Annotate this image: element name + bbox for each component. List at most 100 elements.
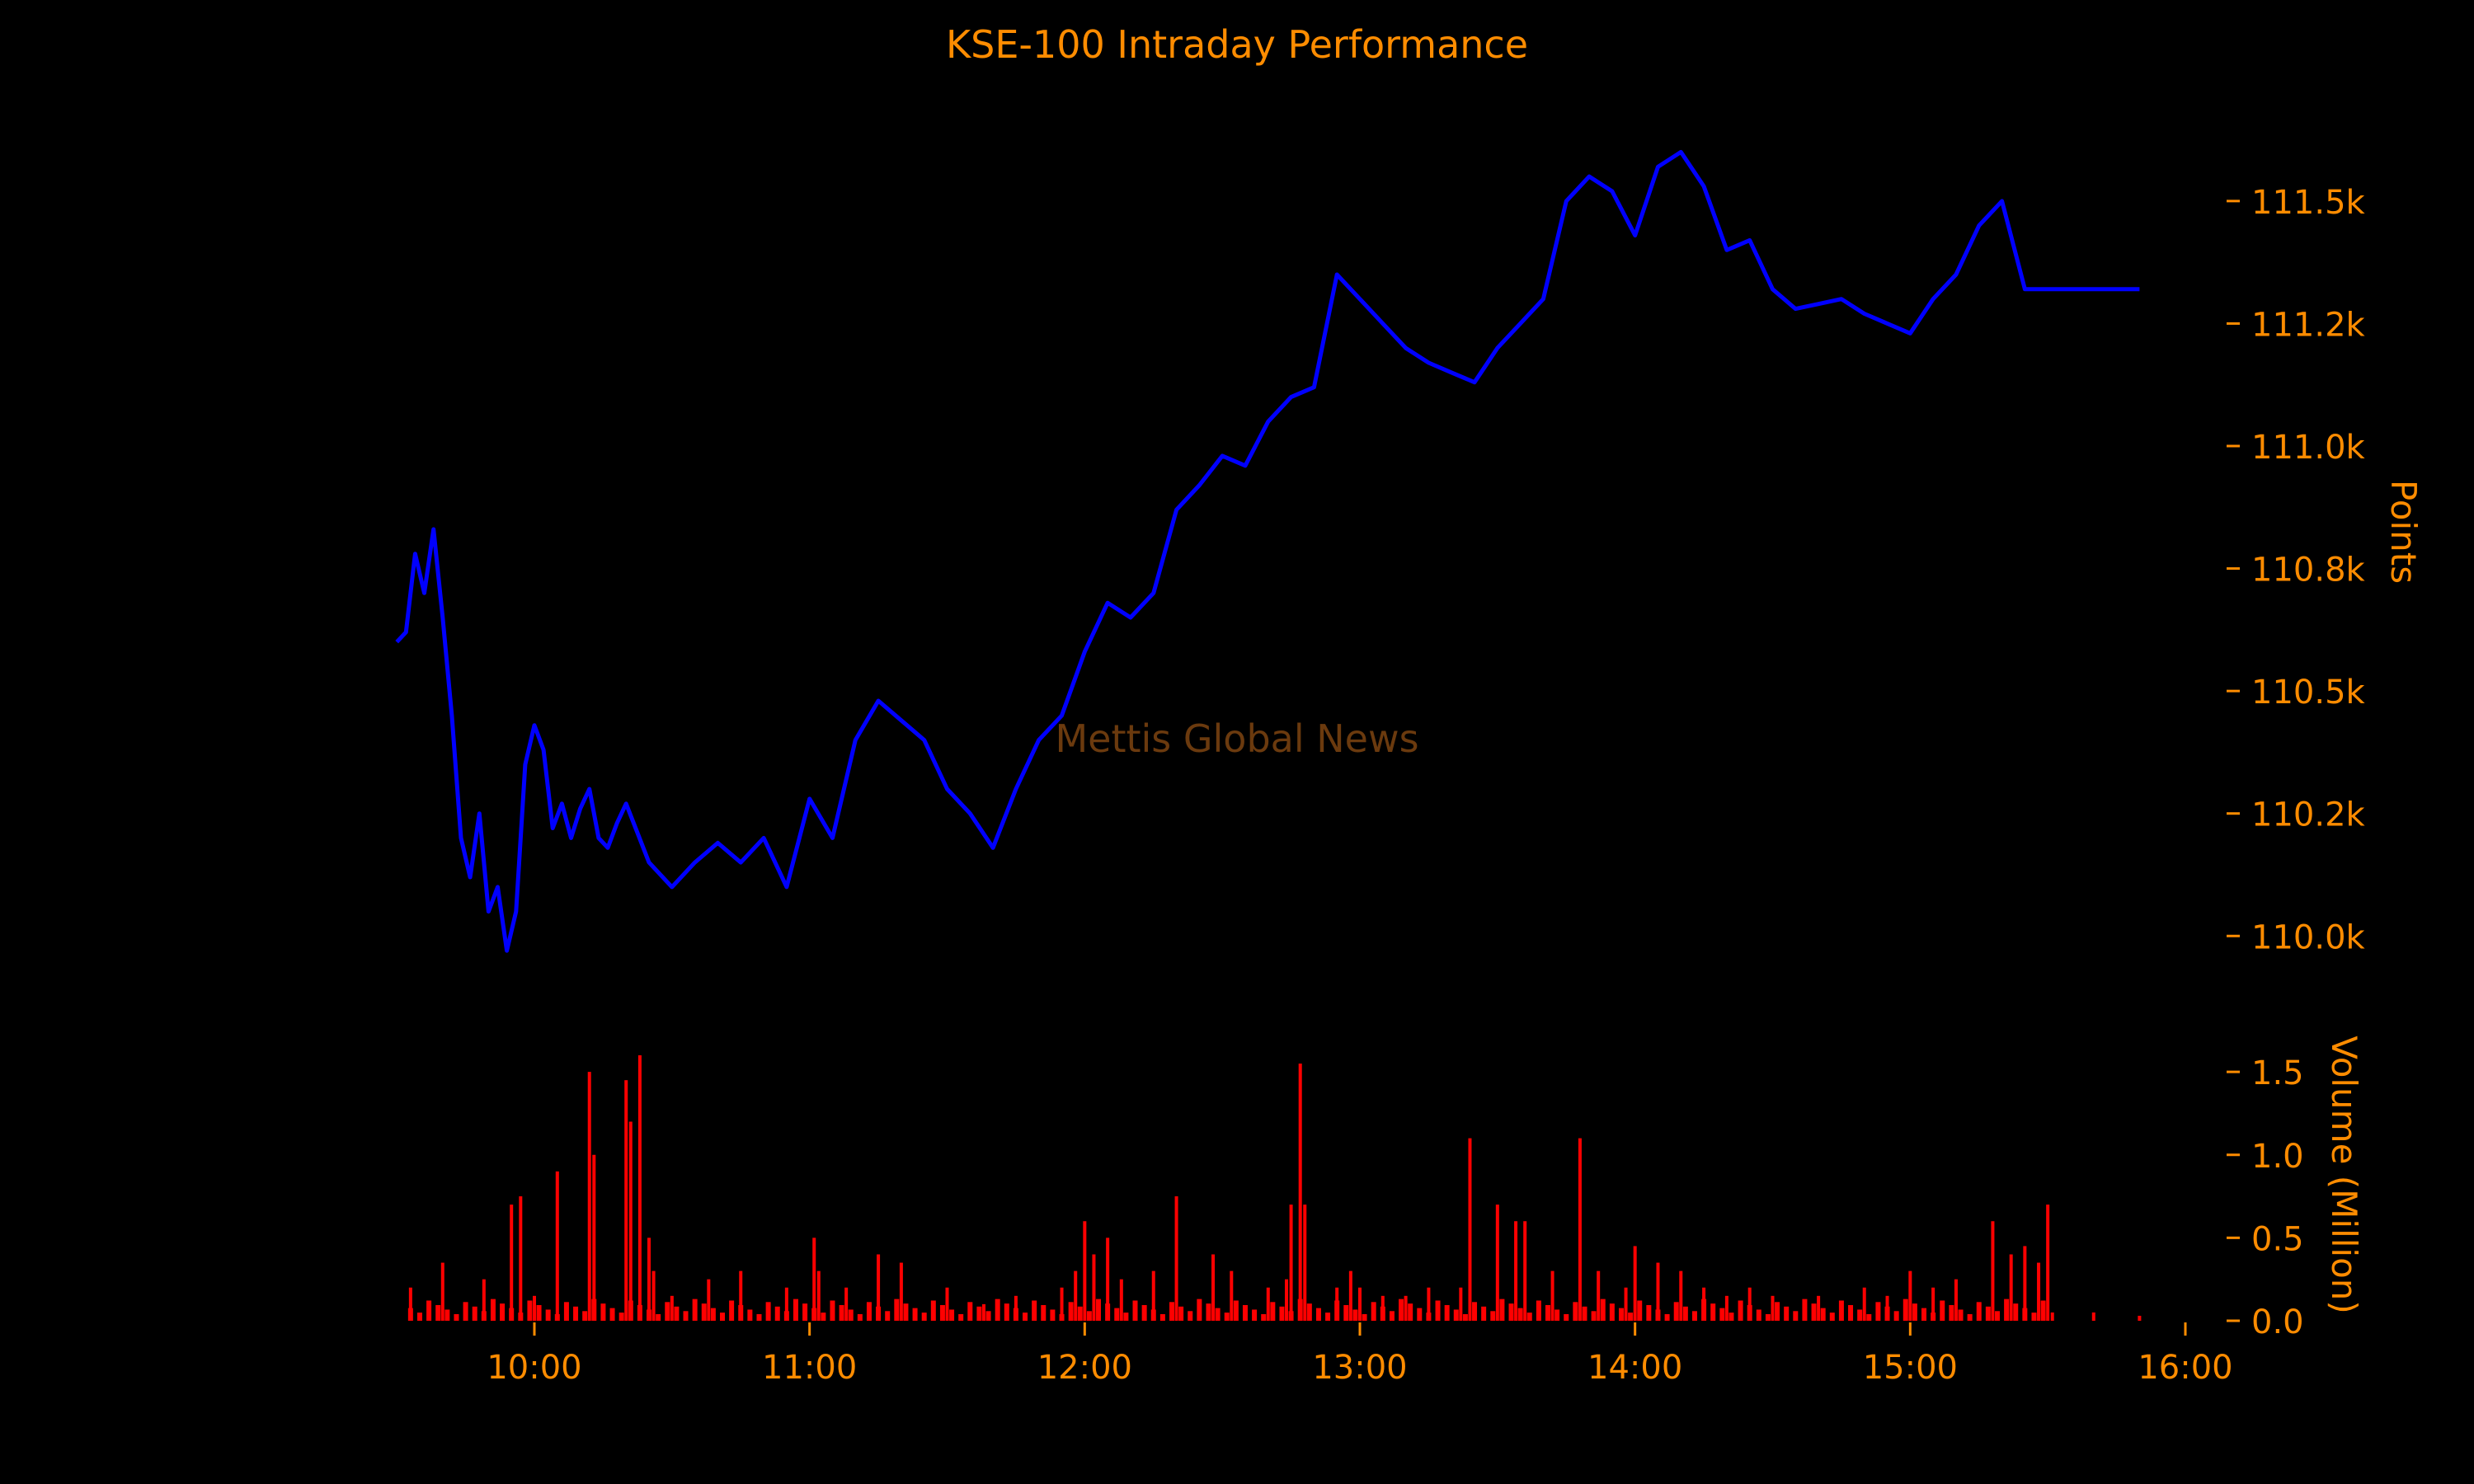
volume-bar — [1656, 1262, 1660, 1321]
volume-bar — [949, 1309, 955, 1321]
volume-bar — [783, 1311, 789, 1321]
volume-bar — [1526, 1313, 1532, 1321]
price-tick-label: 110.2k — [2251, 796, 2366, 834]
volume-bar — [739, 1270, 743, 1321]
volume-bar — [2046, 1205, 2050, 1321]
volume-bar — [1884, 1306, 1890, 1321]
volume-bar — [519, 1196, 523, 1321]
volume-bar — [1691, 1311, 1697, 1321]
volume-bar — [2023, 1246, 2027, 1321]
volume-bar — [1802, 1298, 1808, 1321]
volume-bar — [866, 1302, 872, 1321]
volume-bar — [1004, 1303, 1009, 1321]
volume-bar — [1994, 1311, 2000, 1321]
volume-bar — [899, 1262, 903, 1321]
volume-bar — [848, 1309, 854, 1321]
volume-bar — [600, 1303, 606, 1321]
volume-bar — [710, 1308, 716, 1321]
time-tick-label: 10:00 — [487, 1349, 581, 1387]
time-axis: 10:00 11:00 12:00 13:00 14:00 15:00 16:00 — [487, 1322, 2233, 1387]
volume-bar — [1230, 1270, 1234, 1321]
volume-bar — [647, 1237, 651, 1321]
volume-bar — [1931, 1313, 1936, 1321]
volume-bar — [1023, 1313, 1028, 1321]
time-tick-label: 14:00 — [1587, 1349, 1682, 1387]
volume-bar — [1664, 1313, 1670, 1321]
volume-bar — [408, 1287, 412, 1321]
price-tick-label: 111.5k — [2251, 184, 2366, 222]
volume-bar — [1628, 1313, 1634, 1321]
volume-bar — [647, 1309, 652, 1321]
volume-bar — [816, 1270, 821, 1321]
volume-bar — [1958, 1309, 1964, 1321]
volume-bar — [1893, 1311, 1899, 1321]
volume-bar — [1967, 1313, 1973, 1321]
volume-bar — [628, 1300, 633, 1321]
volume-bar — [1921, 1308, 1927, 1321]
volume-bar — [756, 1313, 762, 1321]
volume-bar — [747, 1309, 753, 1321]
volume-bar — [2031, 1313, 2037, 1321]
volume-bar — [1991, 1221, 1995, 1321]
volume-bar — [1417, 1308, 1423, 1321]
volume-bar — [784, 1287, 788, 1321]
volume-bar — [637, 1304, 642, 1321]
volume-bar — [1444, 1304, 1450, 1321]
volume-bar — [527, 1300, 533, 1321]
price-series-line — [395, 149, 2140, 953]
volume-bar — [563, 1302, 569, 1321]
volume-bar — [1041, 1304, 1047, 1321]
volume-bar — [618, 1313, 624, 1321]
volume-bar — [1453, 1309, 1459, 1321]
volume-bar — [609, 1308, 615, 1321]
volume-bar — [1013, 1308, 1018, 1321]
price-tick-label: 110.5k — [2251, 674, 2366, 711]
volume-bar — [857, 1313, 863, 1321]
volume-bar — [1912, 1303, 1917, 1321]
price-axis-label: Points — [2383, 480, 2424, 584]
volume-bar — [651, 1270, 656, 1321]
volume-bar — [1536, 1300, 1541, 1321]
volume-bar — [1838, 1300, 1844, 1321]
volume-bar — [1673, 1302, 1679, 1321]
volume-bar — [802, 1303, 808, 1321]
volume-bar — [1820, 1308, 1826, 1321]
volume-bar — [1086, 1311, 1092, 1321]
volume-bar — [454, 1313, 459, 1321]
volume-bar — [509, 1308, 515, 1321]
volume-bar — [1426, 1313, 1432, 1321]
chart-title: KSE-100 Intraday Performance — [946, 22, 1528, 67]
volume-bar — [1298, 1064, 1302, 1321]
volume-bar — [656, 1313, 661, 1321]
volume-bar — [707, 1279, 711, 1321]
volume-bar — [573, 1306, 579, 1321]
volume-bars — [407, 1055, 2142, 1321]
volume-bar — [1114, 1308, 1120, 1321]
volume-bar — [1306, 1303, 1312, 1321]
volume-bar — [830, 1300, 835, 1321]
volume-bar — [2009, 1254, 2013, 1321]
volume-bar — [545, 1309, 551, 1321]
volume-bar — [958, 1313, 964, 1321]
volume-tick-label: 1.0 — [2251, 1138, 2304, 1176]
volume-bar — [1068, 1302, 1074, 1321]
volume-bar — [1954, 1279, 1958, 1321]
volume-bar — [1211, 1254, 1216, 1321]
volume-bar — [1427, 1287, 1431, 1321]
volume-bar — [490, 1298, 496, 1321]
time-tick-label: 15:00 — [1863, 1349, 1958, 1387]
volume-bar — [1866, 1313, 1872, 1321]
volume-bar — [1985, 1306, 1991, 1321]
volume-bar — [1646, 1304, 1652, 1321]
volume-bar — [876, 1306, 882, 1321]
volume-bar — [1940, 1300, 1945, 1321]
volume-bar — [976, 1306, 982, 1321]
volume-bar — [1092, 1254, 1096, 1321]
volume-bar — [1729, 1313, 1734, 1321]
volume-bar — [481, 1311, 487, 1321]
volume-bar — [637, 1055, 642, 1321]
volume-bar — [967, 1302, 973, 1321]
volume-bar — [1710, 1303, 1716, 1321]
volume-bar — [1756, 1309, 1761, 1321]
volume-bar — [1701, 1298, 1707, 1321]
